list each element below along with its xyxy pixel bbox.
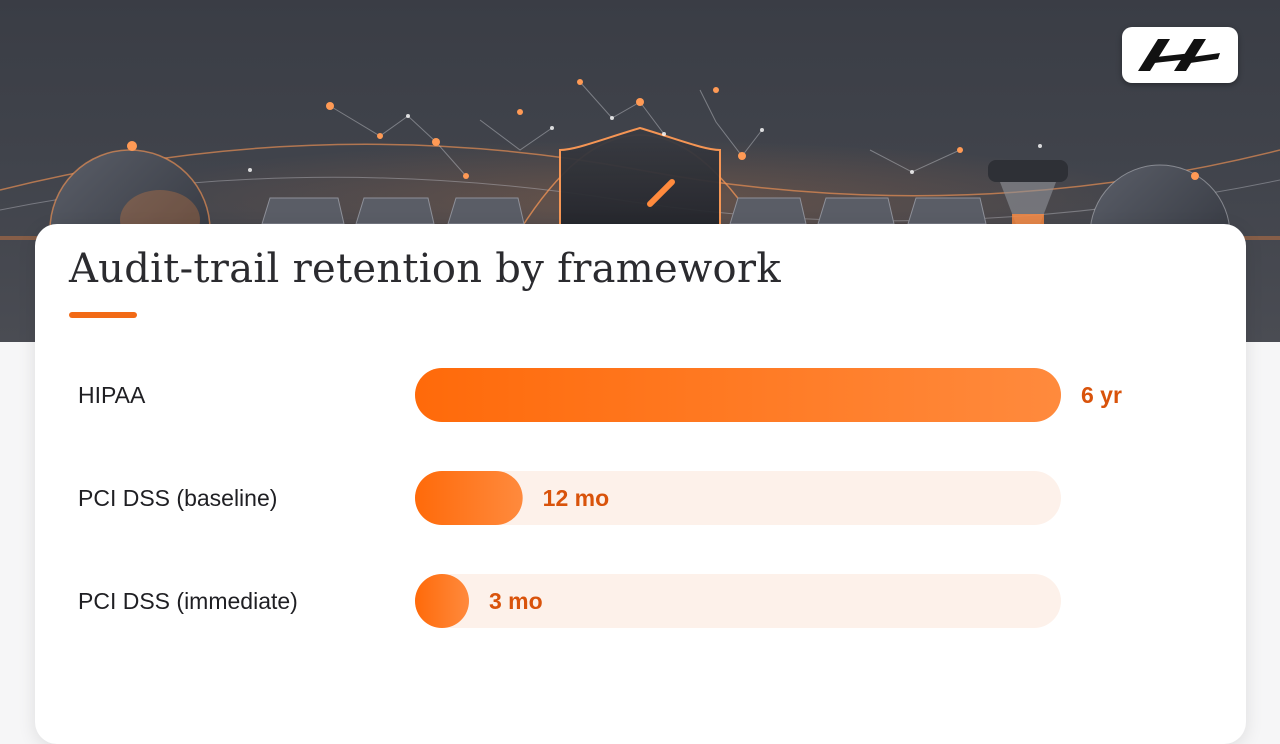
value-label: 3 mo — [489, 588, 543, 614]
bar — [415, 471, 523, 525]
bar — [415, 368, 1061, 422]
value-label: 12 mo — [543, 485, 609, 511]
chart-title: Audit-trail retention by framework — [69, 246, 781, 292]
bar-track — [415, 471, 1061, 525]
bar-chart: HIPAA 6 yr PCI DSS (baseline) 12 mo PCI DSS … — [78, 368, 1122, 628]
category-label: PCI DSS (baseline) — [78, 485, 277, 511]
chart-card: Audit-trail retention by framework HIPAA… — [35, 224, 1246, 744]
brand-logo[interactable] — [1122, 27, 1238, 83]
value-label: 6 yr — [1081, 382, 1122, 408]
category-label: PCI DSS (immediate) — [78, 588, 298, 614]
brand-logo-icon — [1138, 39, 1220, 71]
category-label: HIPAA — [78, 382, 146, 408]
title-underline — [69, 312, 137, 318]
bar — [415, 574, 469, 628]
bar-track — [415, 574, 1061, 628]
